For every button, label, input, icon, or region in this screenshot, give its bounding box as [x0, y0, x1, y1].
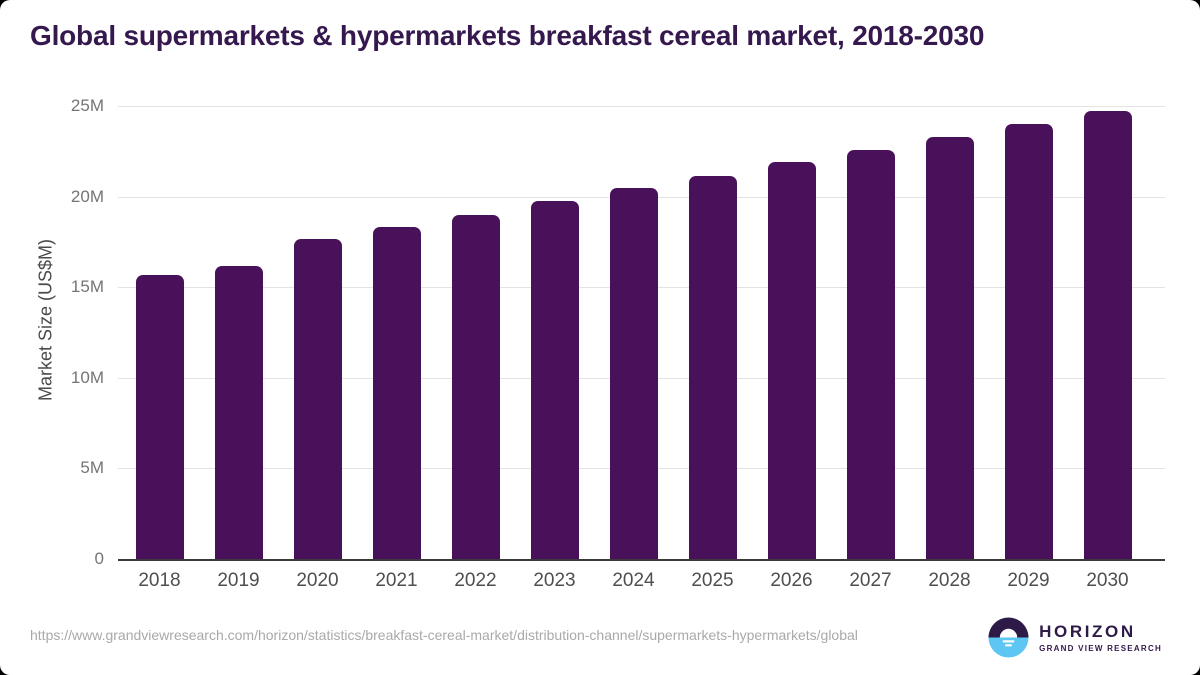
bar-2019[interactable]	[214, 266, 263, 559]
x-tick-label-2029: 2029	[1007, 570, 1050, 591]
x-tick-label-2022: 2022	[454, 570, 497, 591]
bar-2024[interactable]	[609, 188, 658, 559]
y-tick-label-15M: 15M	[70, 277, 104, 297]
x-tick-label-2028: 2028	[928, 570, 971, 591]
y-tick-label-5M: 5M	[80, 458, 104, 478]
x-tick-label-2023: 2023	[533, 570, 576, 591]
bar-2018[interactable]	[135, 274, 184, 559]
horizon-logo-icon	[988, 617, 1029, 658]
bar-2029[interactable]	[1004, 124, 1053, 559]
logo-name: HORIZON	[1039, 622, 1136, 642]
logo-subtitle: GRAND VIEW RESEARCH	[1039, 643, 1162, 653]
plot-area: 0 5M 10M 15M 20M 25M 2018 2019 2020 2021 2022 2023 2…	[71, 97, 1165, 591]
x-tick-label-2026: 2026	[770, 570, 813, 591]
chart-title: Global supermarkets & hypermarkets break…	[30, 20, 985, 51]
bar-2022[interactable]	[451, 214, 500, 559]
source-url: https://www.grandviewresearch.com/horizo…	[30, 627, 858, 643]
bar-2028[interactable]	[925, 136, 974, 559]
x-axis-line	[118, 559, 1165, 561]
gridline-25M	[118, 106, 1165, 107]
x-tick-label-2024: 2024	[612, 570, 655, 591]
logo-text: HORIZON GRAND VIEW RESEARCH	[1039, 622, 1162, 653]
bar-2023[interactable]	[530, 201, 579, 559]
y-tick-label-20M: 20M	[70, 186, 104, 206]
y-tick-label-0: 0	[94, 549, 104, 568]
x-tick-label-2019: 2019	[217, 570, 260, 591]
bar-2027[interactable]	[846, 149, 895, 559]
x-tick-label-2021: 2021	[375, 570, 418, 591]
x-tick-label-2025: 2025	[691, 570, 734, 591]
y-tick-label-25M: 25M	[70, 96, 104, 115]
x-tick-label-2027: 2027	[849, 570, 892, 591]
bar-2026[interactable]	[767, 162, 816, 559]
bar-2020[interactable]	[293, 239, 342, 559]
bar-2030[interactable]	[1083, 110, 1132, 559]
bar-2021[interactable]	[372, 226, 421, 559]
y-tick-label-10M: 10M	[70, 367, 104, 387]
x-tick-label-2018: 2018	[138, 570, 181, 591]
bar-2025[interactable]	[688, 175, 737, 559]
horizon-logo: HORIZON GRAND VIEW RESEARCH	[988, 617, 1162, 658]
x-tick-label-2020: 2020	[296, 570, 339, 591]
x-tick-label-2030: 2030	[1086, 570, 1129, 591]
